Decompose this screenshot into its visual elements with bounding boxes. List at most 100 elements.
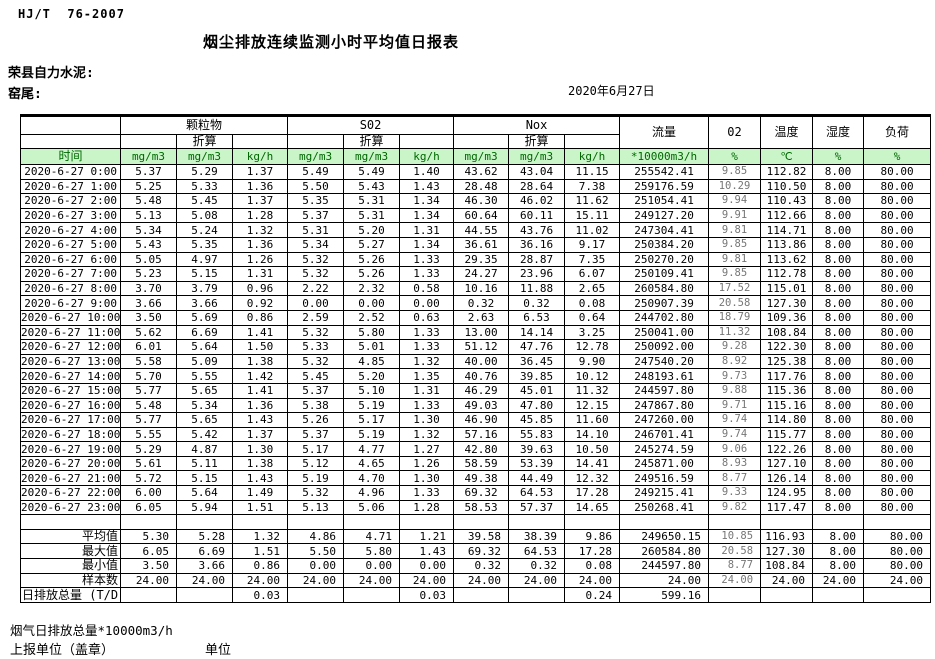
blank-cell [453,514,510,530]
value-cell: 1.33 [399,339,455,355]
value-cell: 0.24 [564,587,621,603]
value-cell: 11.15 [564,164,621,180]
blank-cell [863,514,932,530]
value-cell: 5.13 [120,207,177,224]
unit-header-o2-pct: % [708,148,762,165]
table-row: 2020-6-27 19:00 5.29 4.87 1.30 5.17 4.77 1.27 4… [20,441,932,457]
value-cell: 245274.59 [619,441,710,457]
value-cell: 9.82 [708,499,762,516]
value-cell: 6.05 [120,499,177,516]
blank-cell [708,514,762,530]
value-cell: 260584.80 [619,543,710,560]
value-cell: 255542.41 [619,164,710,180]
value-cell: 1.43 [399,178,455,195]
time-cell: 2020-6-27 22:00 [20,485,121,501]
value-cell: 108.84 [760,558,814,574]
table-row: 2020-6-27 0:00 5.37 5.29 1.37 5.49 5.49 1.40 43… [20,164,932,180]
value-cell: 3.70 [120,280,177,297]
value-cell: 58.53 [453,499,510,516]
value-cell: 3.66 [176,558,233,574]
value-cell: 5.50 [287,178,345,195]
value-cell: 0.00 [287,295,345,311]
value-cell: 108.84 [760,324,814,341]
value-cell: 9.90 [564,353,621,370]
blank-cell [619,514,710,530]
value-cell: 1.30 [399,470,455,487]
value-cell: 1.51 [231,543,289,560]
value-cell: 0.03 [399,587,455,603]
value-cell: 250384.20 [619,236,710,253]
value-cell: 80.00 [863,543,932,560]
value-cell: 80.00 [863,324,932,341]
unit-header-nox-conv-mg: mg/m3 [508,148,566,165]
value-cell: 0.64 [564,309,621,326]
value-cell: 9.81 [708,251,762,268]
value-cell: 5.19 [287,470,345,487]
value-cell: 8.00 [812,309,865,326]
blank-cell [760,514,814,530]
value-cell: 8.92 [708,353,762,370]
value-cell: 250109.41 [619,266,710,282]
value-cell: 57.37 [508,499,566,516]
value-cell: 5.32 [287,324,345,341]
value-cell: 6.05 [120,543,177,560]
value-cell: 40.00 [453,353,510,370]
time-cell: 2020-6-27 18:00 [20,426,121,443]
header-row-units: 时间 mg/m3 mg/m3 kg/h mg/m3 mg/m3 kg/h mg/… [20,148,932,165]
value-cell: 69.32 [453,543,510,560]
blank-cell [564,514,621,530]
unit-header-temperature: ℃ [760,148,814,165]
value-cell: 43.76 [508,222,566,238]
value-cell: 115.36 [760,382,814,399]
value-cell: 80.00 [863,178,932,195]
value-cell: 1.35 [399,368,455,384]
value-cell: 5.62 [120,324,177,341]
value-cell: 114.80 [760,412,814,428]
value-cell: 0.32 [508,295,566,311]
value-cell: 5.35 [287,193,345,209]
value-cell: 0.92 [231,295,289,311]
table-row: 2020-6-27 2:00 5.48 5.45 1.37 5.35 5.31 1.34 46… [20,193,932,209]
blank-cell [564,134,621,149]
value-cell: 4.97 [176,251,233,268]
value-cell: 8.00 [812,207,865,224]
value-cell: 0.32 [508,558,566,574]
value-cell: 10.85 [708,528,762,545]
value-cell: 250268.41 [619,499,710,516]
value-cell: 5.31 [343,193,401,209]
value-cell: 24.00 [863,572,932,589]
value-cell [863,587,932,603]
value-cell: 1.28 [399,499,455,516]
value-cell: 5.17 [287,441,345,457]
value-cell: 64.53 [508,543,566,560]
value-cell: 1.42 [231,368,289,384]
report-title: 烟尘排放连续监测小时平均值日报表 [203,33,460,51]
value-cell: 80.00 [863,441,932,457]
blank-cell [20,514,121,530]
unit-header-so2-conv-mg: mg/m3 [343,148,401,165]
value-cell: 36.16 [508,236,566,253]
value-cell: 8.00 [812,441,865,457]
value-cell: 8.00 [812,485,865,501]
value-cell: 126.14 [760,470,814,487]
value-cell: 24.00 [399,572,455,589]
value-cell: 24.00 [453,572,510,589]
value-cell: 24.00 [760,572,814,589]
value-cell: 8.00 [812,455,865,472]
value-cell: 80.00 [863,251,932,268]
value-cell: 14.14 [508,324,566,341]
table-row: 2020-6-27 22:00 6.00 5.64 1.49 5.32 4.96 1.33 6… [20,485,932,501]
value-cell: 4.65 [343,455,401,472]
value-cell: 5.37 [120,164,177,180]
value-cell: 38.39 [508,528,566,545]
unit-header-so2-mg: mg/m3 [287,148,345,165]
value-cell [812,587,865,603]
value-cell: 11.32 [708,324,762,341]
value-cell: 1.33 [399,324,455,341]
summary-row: 最大值 6.05 6.69 1.51 5.50 5.80 1.43 69.32 64.53 17.… [20,543,932,560]
value-cell: 1.49 [231,485,289,501]
value-cell: 5.33 [176,178,233,195]
value-cell: 0.00 [343,558,401,574]
value-cell: 5.26 [287,412,345,428]
table-row: 2020-6-27 17:00 5.77 5.65 1.43 5.26 5.17 1.30 4… [20,412,932,428]
